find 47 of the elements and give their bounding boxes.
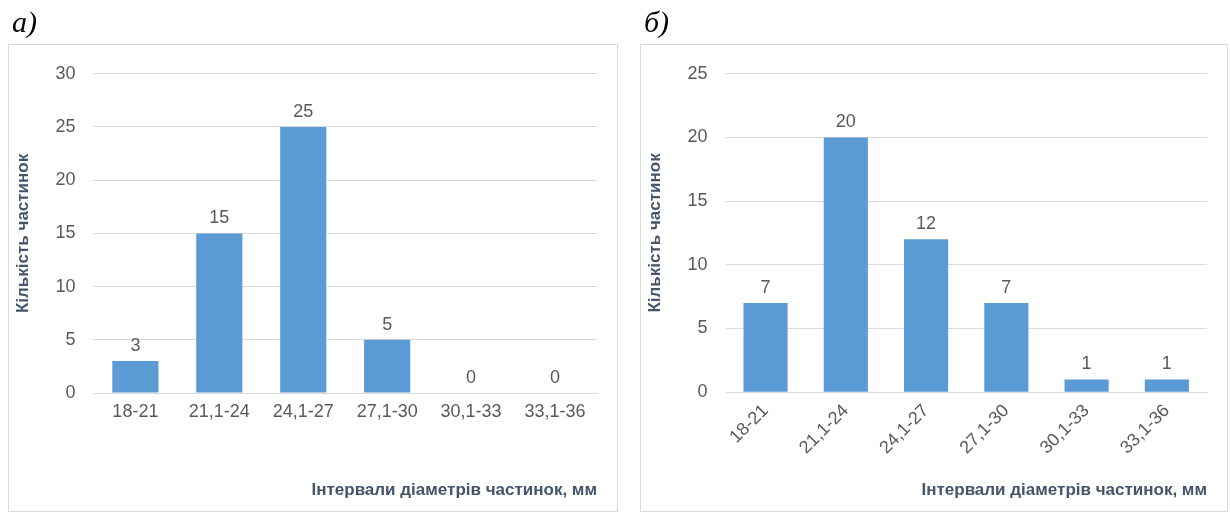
x-tick-label: 27,1-30 [356,400,418,421]
data-label: 0 [466,366,477,387]
data-label: 25 [293,100,314,121]
y-tick-label: 10 [687,253,708,274]
bar [904,239,949,392]
data-label: 3 [130,335,141,356]
data-label: 1 [1081,353,1092,374]
x-tick-label: 21,1-24 [188,400,250,421]
x-axis-title: Інтервали діаметрів частинок, мм [921,480,1207,500]
bar [196,233,243,393]
data-label: 12 [916,213,937,234]
bar [823,137,868,392]
x-tick-label: 18-21 [112,400,159,421]
data-label: 7 [1001,276,1012,297]
data-label: 1 [1161,353,1172,374]
data-label: 5 [382,313,393,334]
y-tick-label: 20 [687,126,708,147]
bar [364,339,411,393]
y-tick-label: 25 [55,115,76,136]
x-axis-title: Інтервали діаметрів частинок, мм [311,480,597,500]
y-tick-label: 10 [55,275,76,296]
y-axis-title: Кількість частинок [12,153,32,314]
x-tick-label: 30,1-33 [440,400,502,421]
data-label: 0 [550,366,561,387]
bar [743,303,788,392]
bar [1064,379,1109,392]
chart-title: а) [11,4,38,40]
bar [280,127,327,393]
y-tick-label: 30 [55,62,76,83]
y-tick-label: 5 [697,317,708,338]
y-tick-label: 0 [65,381,76,402]
data-label: 15 [209,207,230,228]
x-tick-label: 24,1-27 [272,400,334,421]
y-tick-label: 20 [55,169,76,190]
y-tick-label: 15 [55,222,76,243]
y-tick-label: 25 [687,62,708,83]
y-tick-label: 0 [697,381,708,402]
y-axis-title: Кількість частинок [644,152,664,313]
data-label: 20 [835,111,856,132]
bar [112,361,159,393]
x-tick-label: 33,1-36 [524,400,586,421]
bar [984,303,1029,392]
bar [1144,379,1189,392]
chart-title: б) [643,4,671,40]
data-label: 7 [760,276,771,297]
y-tick-label: 15 [687,190,708,211]
y-tick-label: 5 [65,328,76,349]
